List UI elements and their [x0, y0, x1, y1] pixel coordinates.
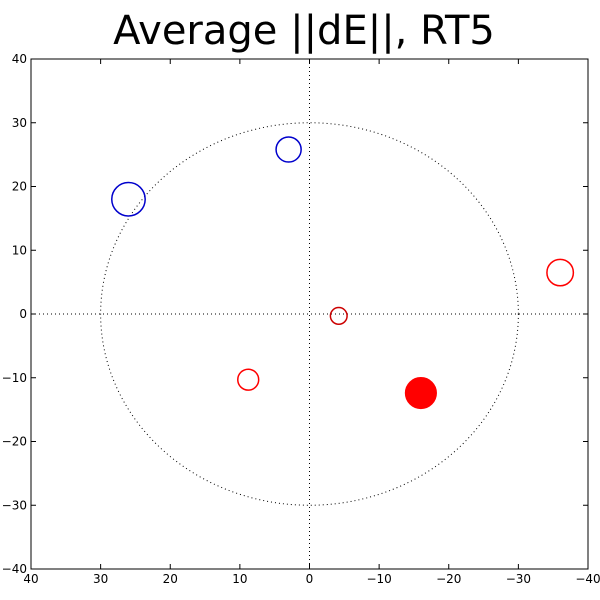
data-points: [111, 136, 575, 410]
y-tick-label: 10: [12, 243, 27, 257]
y-tick-label: −10: [2, 371, 27, 385]
y-tick-label: −30: [2, 498, 27, 512]
y-tick-label: −20: [2, 435, 27, 449]
x-tick-label: −30: [506, 572, 531, 586]
data-point: [275, 136, 302, 163]
x-tick-label: 10: [232, 572, 247, 586]
x-tick-label: 30: [93, 572, 108, 586]
x-tick-label: 20: [163, 572, 178, 586]
x-tick-label: −20: [436, 572, 461, 586]
x-tick-label: 0: [306, 572, 314, 586]
data-point: [329, 306, 348, 326]
axis-ticks: [30, 58, 589, 570]
data-point: [546, 258, 575, 287]
data-point: [237, 368, 260, 391]
x-tick-label: 40: [23, 572, 38, 586]
y-tick-label: 30: [12, 116, 27, 130]
data-point: [111, 181, 146, 217]
data-point: [404, 376, 437, 410]
y-tick-label: −40: [2, 562, 27, 576]
chart-title: Average ||dE||, RT5: [113, 8, 495, 54]
y-tick-labels: 40 30 20 10 0 −10 −20 −30 −40: [2, 52, 27, 576]
y-tick-label: 20: [12, 180, 27, 194]
y-tick-label: 40: [12, 52, 27, 66]
x-tick-label: −40: [575, 572, 600, 586]
y-tick-label: 0: [19, 307, 27, 321]
x-tick-labels: 40 30 20 10 0 −10 −20 −30 −40: [23, 572, 600, 586]
x-tick-label: −10: [366, 572, 391, 586]
reference-circle: [100, 122, 519, 506]
